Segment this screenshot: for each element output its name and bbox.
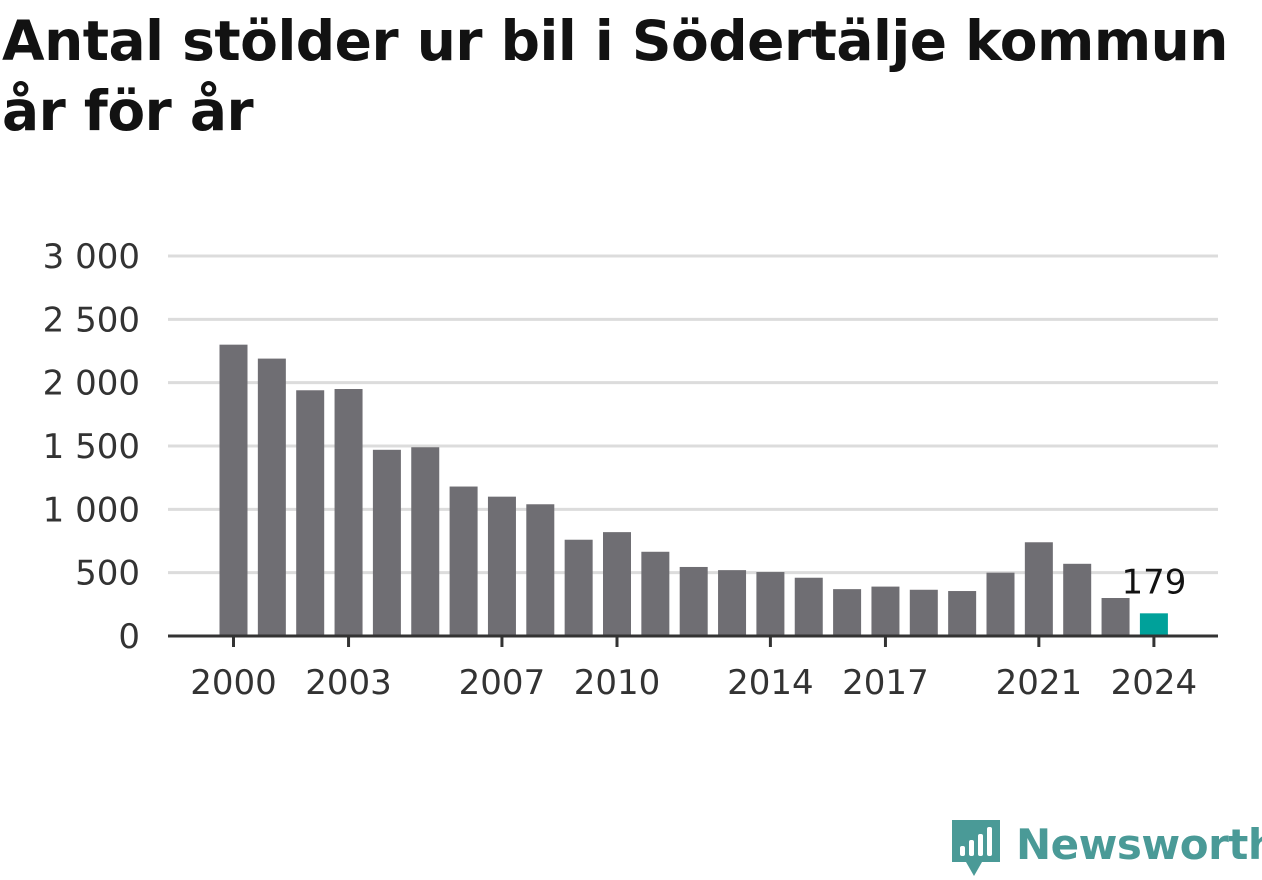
bar-2017 xyxy=(871,586,900,636)
bar-2010 xyxy=(603,532,631,636)
bar-2009 xyxy=(564,539,593,636)
x-tick-label: 2024 xyxy=(1111,663,1198,703)
bar-2007 xyxy=(487,496,516,636)
bar-2011 xyxy=(641,551,670,636)
x-tick-label: 2007 xyxy=(459,663,546,703)
y-tick-labels: 0 500 1 000 1 500 2 000 2 500 3 000 xyxy=(43,237,140,657)
bar-2006 xyxy=(449,486,478,636)
bar-2016 xyxy=(833,589,862,636)
grid-lines xyxy=(168,254,1218,575)
y-tick-label: 2 000 xyxy=(43,364,140,404)
x-tick-label: 2014 xyxy=(727,663,814,703)
newsworthy-logo-icon xyxy=(952,820,1000,876)
bar-2022 xyxy=(1063,563,1092,636)
x-tick-label: 2021 xyxy=(996,663,1083,703)
y-tick-label: 1 000 xyxy=(43,490,140,530)
bar-2018 xyxy=(909,589,938,636)
bar-2015 xyxy=(794,577,823,636)
bar-2020 xyxy=(986,572,1015,636)
y-tick-label: 2 500 xyxy=(43,300,140,340)
bars xyxy=(219,344,1168,636)
y-tick-label: 3 000 xyxy=(43,237,140,277)
bar-2019 xyxy=(948,591,977,636)
y-tick-label: 1 500 xyxy=(43,427,140,467)
x-tick-label: 2000 xyxy=(190,663,277,703)
newsworthy-logo: Newsworthy xyxy=(950,818,1262,880)
logo-text: Newsworthy xyxy=(1016,820,1262,869)
bar-2001 xyxy=(257,358,286,636)
x-axis xyxy=(168,634,1218,647)
bar-2005 xyxy=(411,447,440,636)
bar-2024 xyxy=(1139,613,1168,636)
x-tick-label: 2017 xyxy=(842,663,929,703)
x-tick-label: 2003 xyxy=(305,663,392,703)
x-tick-label: 2010 xyxy=(574,663,661,703)
bar-2012 xyxy=(679,566,708,636)
y-tick-label: 0 xyxy=(118,617,140,657)
y-tick-label: 500 xyxy=(75,554,140,594)
bar-2013 xyxy=(718,570,747,636)
bar-2008 xyxy=(526,504,555,636)
chart-title: Antal stölder ur bil i Södertälje kommun… xyxy=(2,9,1228,143)
bar-2021 xyxy=(1024,542,1053,636)
bar-2004 xyxy=(372,449,401,636)
data-label-2024: 179 xyxy=(1121,562,1186,602)
bar-2000 xyxy=(219,344,248,636)
bar-2023 xyxy=(1101,598,1130,636)
x-tick-labels: 2000 2003 2007 2010 2014 2017 2021 2024 xyxy=(190,663,1197,703)
bar-2014 xyxy=(756,572,785,636)
bar-2003 xyxy=(334,389,363,636)
data-labels: 179 xyxy=(1121,562,1186,602)
bar-2002 xyxy=(296,390,325,636)
